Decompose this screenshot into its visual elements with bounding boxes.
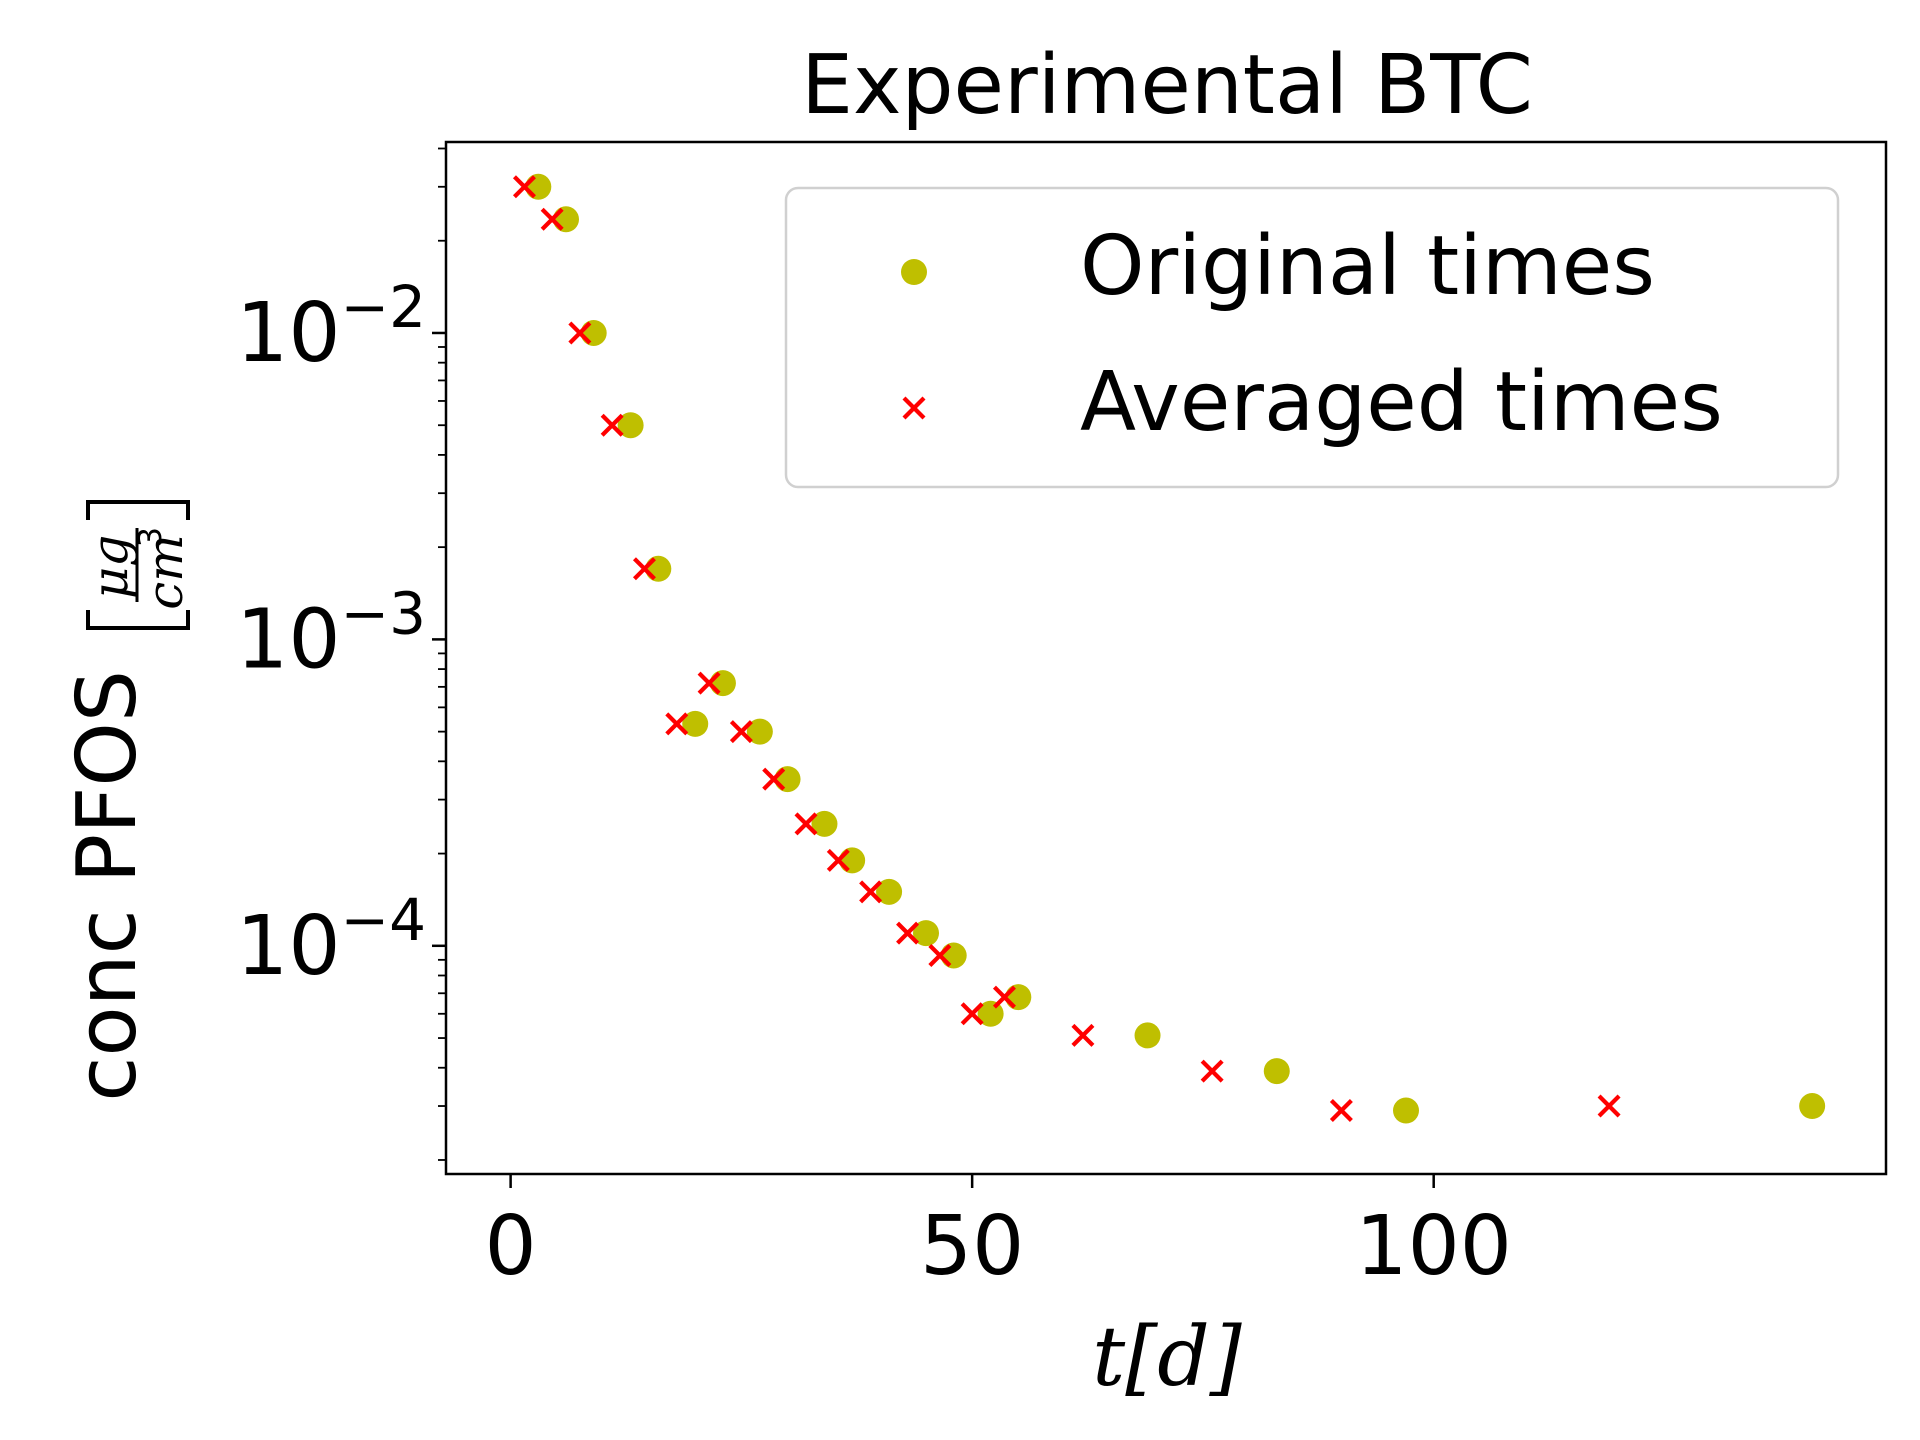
data-point-original (1799, 1093, 1826, 1120)
x-tick-label: 50 (920, 1199, 1024, 1294)
data-point-averaged-x-stroke-b (1329, 1099, 1353, 1123)
data-point-averaged-x-stroke-b (632, 557, 656, 581)
data-point-original (839, 847, 866, 874)
data-point-averaged (600, 413, 624, 437)
data-point-original (876, 878, 903, 905)
data-point-averaged-x-stroke-b (992, 985, 1016, 1009)
data-point-averaged (992, 985, 1016, 1009)
x-axis-label: t[d] (1092, 1310, 1242, 1405)
x-tick-label: 100 (1355, 1199, 1512, 1294)
data-point-averaged-x-stroke-b (960, 1002, 984, 1026)
data-point-original (774, 766, 801, 793)
data-point-averaged (1200, 1059, 1224, 1083)
data-point-averaged (512, 175, 536, 199)
data-point-original (617, 412, 644, 439)
plot-frame (444, 140, 1888, 1176)
data-point-averaged-x-stroke-b (568, 321, 592, 345)
y-tick-label: 10−2 (236, 273, 426, 381)
data-point-original (1263, 1058, 1290, 1085)
data-point-original (811, 810, 838, 837)
legend-marker-averaged (902, 396, 926, 420)
data-point-original (525, 173, 552, 200)
data-point-averaged (729, 720, 753, 744)
y-axis-label: conc PFOS μg cm 3 (60, 500, 194, 1102)
data-point-averaged (928, 943, 952, 967)
data-point-original (580, 319, 607, 346)
data-point-averaged (859, 880, 883, 904)
data-point-averaged (697, 671, 721, 695)
data-point-averaged-x-stroke-b (1071, 1023, 1095, 1047)
data-point-original (1005, 984, 1032, 1011)
data-point-averaged-x-stroke-b (697, 671, 721, 695)
minor-ticks-layer (438, 147, 446, 1161)
y-axis-label-denominator: cm (136, 534, 194, 609)
data-point-averaged-x-stroke-b (600, 413, 624, 437)
data-point-averaged (1597, 1094, 1621, 1118)
data-point-averaged (632, 557, 656, 581)
points-layer (512, 173, 1826, 1124)
legend-marker-original (901, 259, 927, 285)
data-point-averaged (826, 848, 850, 872)
data-point-averaged (1329, 1099, 1353, 1123)
data-point-averaged (665, 712, 689, 736)
data-point-averaged-x-stroke-b (762, 767, 786, 791)
data-point-averaged-x-stroke-b (826, 848, 850, 872)
data-point-original (1134, 1022, 1161, 1049)
y-axis-label-right-bracket (86, 500, 190, 520)
data-point-averaged (540, 207, 564, 231)
series-averaged-times (512, 175, 1621, 1123)
y-axis-label-text: conc PFOS (60, 670, 155, 1102)
data-point-averaged (794, 812, 818, 836)
chart-title: Experimental BTC (801, 38, 1533, 133)
data-point-original (940, 942, 967, 969)
y-tick-label: 10−3 (236, 579, 426, 687)
data-point-averaged-x-stroke-b (896, 921, 920, 945)
x-tick-label: 0 (485, 1199, 537, 1294)
data-point-averaged-x-stroke-b (512, 175, 536, 199)
legend: Original times Averaged times (784, 186, 1840, 489)
data-point-averaged-x-stroke-b (540, 207, 564, 231)
data-point-original (1393, 1097, 1419, 1124)
data-point-averaged (896, 921, 920, 945)
data-point-original (746, 718, 773, 745)
data-point-original (913, 920, 939, 947)
ticks-layer: 0 50 100 10−2 10−3 10−4 (236, 273, 1512, 1294)
data-point-original (553, 206, 579, 233)
data-point-averaged (960, 1002, 984, 1026)
legend-label-original: Original times (1080, 219, 1655, 314)
data-point-original (709, 670, 736, 697)
data-point-averaged (1071, 1023, 1095, 1047)
y-axis-label-left-bracket (86, 610, 190, 630)
legend-box (784, 186, 1840, 489)
data-point-averaged-x-stroke-b (665, 712, 689, 736)
data-point-original (682, 710, 709, 737)
y-axis-label-numerator: μg (81, 535, 139, 600)
data-point-averaged-x-stroke-b (1597, 1094, 1621, 1118)
data-point-averaged-x-stroke-b (794, 812, 818, 836)
data-point-averaged-x-stroke-b (1200, 1059, 1224, 1083)
legend-label-averaged: Averaged times (1080, 355, 1723, 450)
legend-x-stroke-b (902, 396, 926, 420)
data-point-averaged (568, 321, 592, 345)
data-point-averaged-x-stroke-b (859, 880, 883, 904)
data-point-averaged-x-stroke-b (729, 720, 753, 744)
data-point-original (645, 555, 672, 582)
y-axis-label-denominator-exponent: 3 (131, 527, 169, 547)
y-tick-label: 10−4 (236, 886, 426, 994)
data-point-averaged (762, 767, 786, 791)
data-point-averaged-x-stroke-b (928, 943, 952, 967)
